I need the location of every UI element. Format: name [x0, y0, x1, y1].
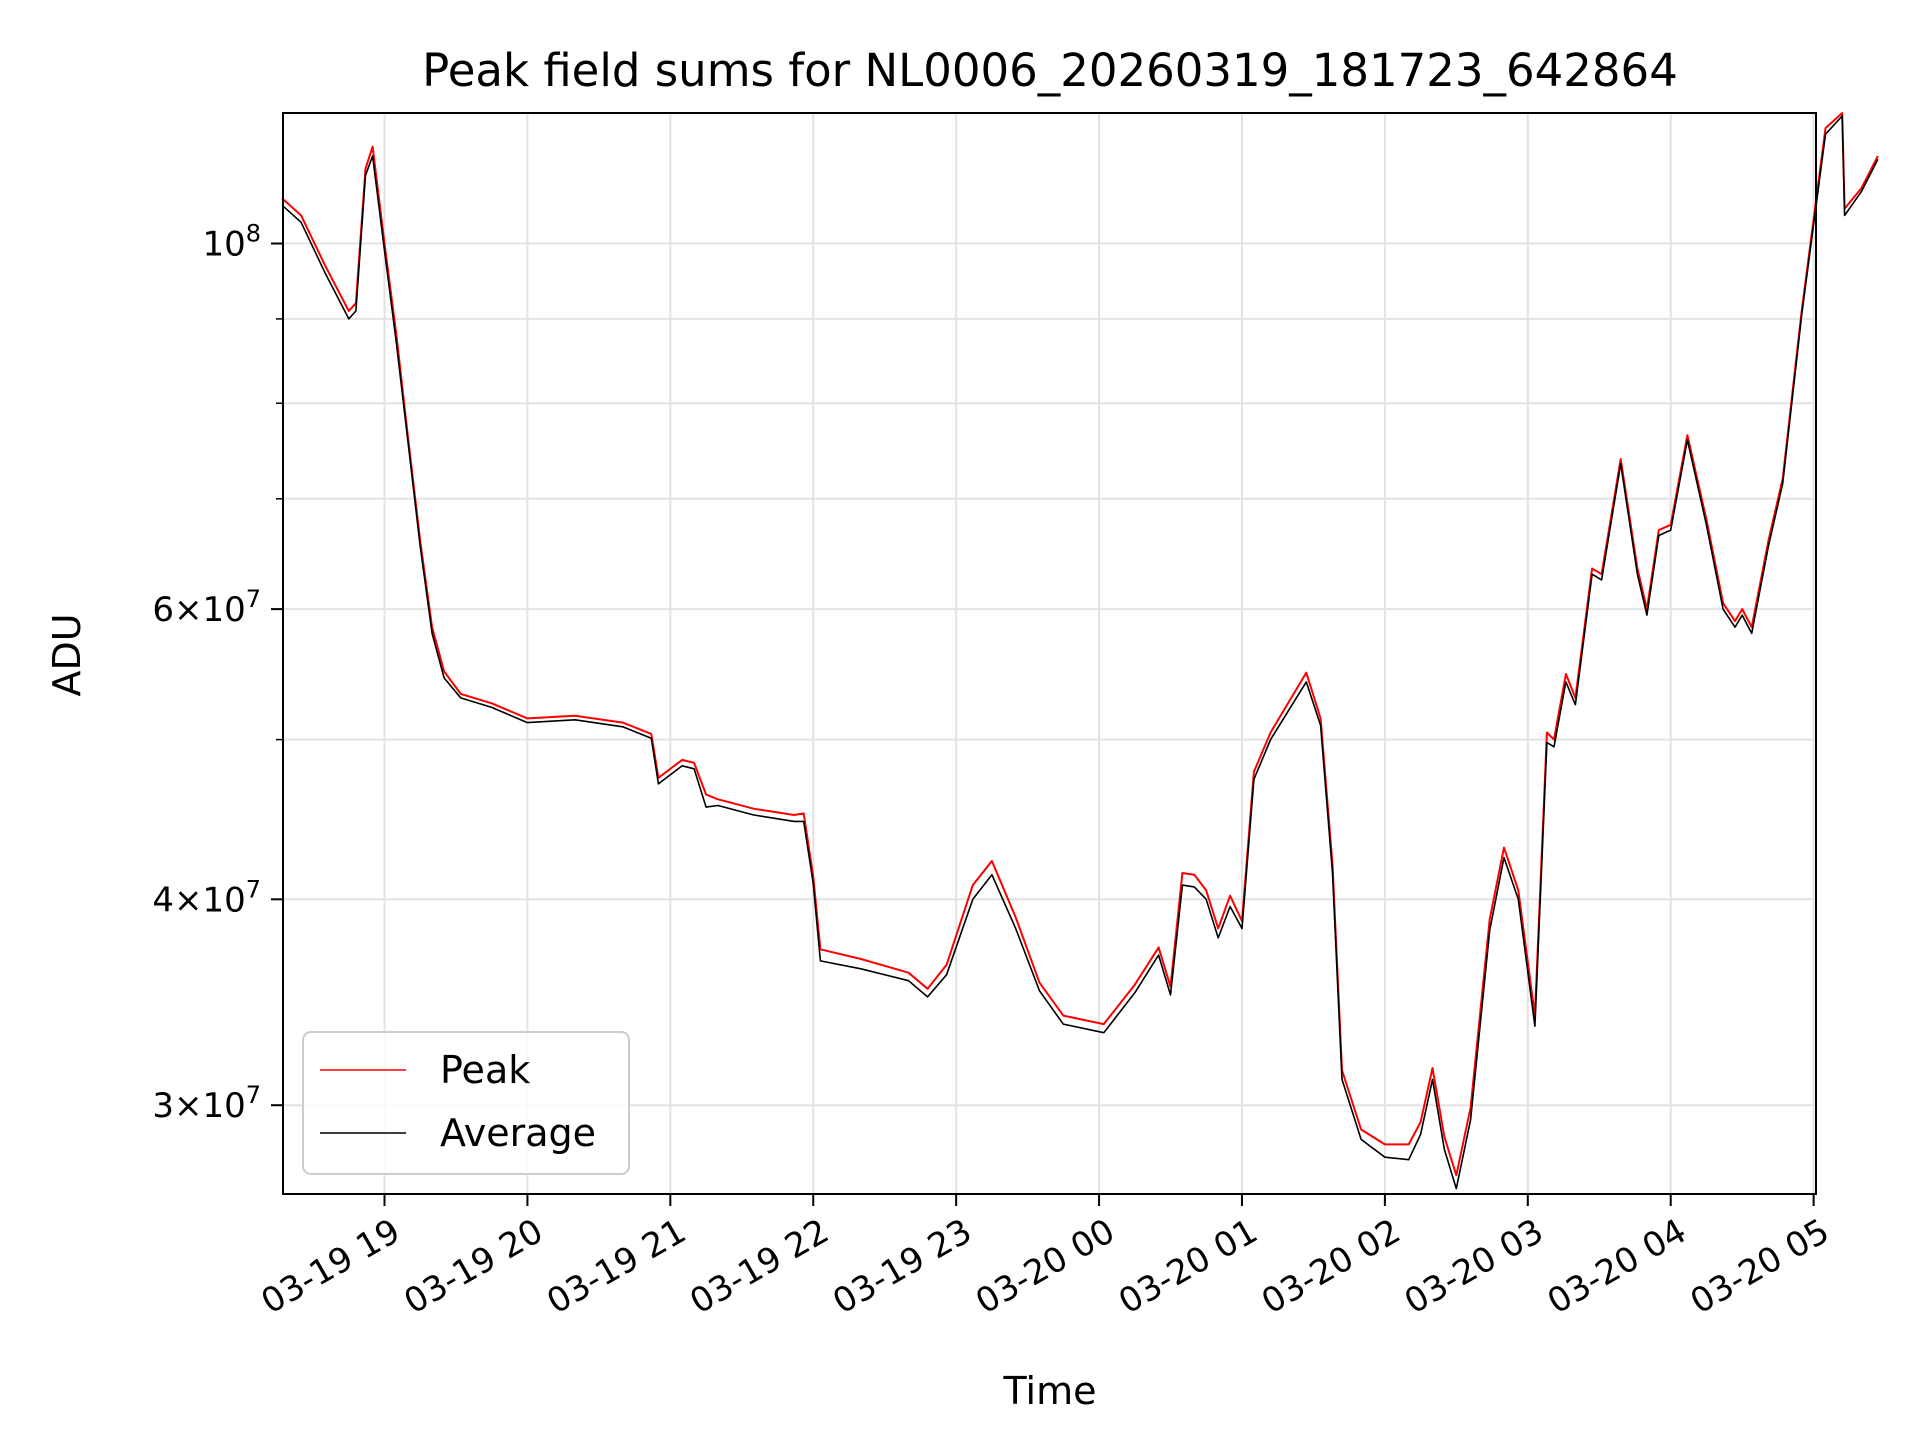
- legend-box: [302, 1031, 630, 1175]
- y-tick-label: 4×107: [152, 875, 261, 920]
- y-tick-label: 6×107: [152, 585, 261, 630]
- legend-label-peak: Peak: [440, 1048, 530, 1092]
- legend-label-average: Average: [440, 1111, 596, 1155]
- y-tick-label: 3×107: [152, 1081, 261, 1126]
- y-axis-label: ADU: [45, 613, 89, 696]
- chart-title: Peak field sums for NL0006_20260319_1817…: [422, 44, 1678, 97]
- y-tick-label: 108: [202, 219, 261, 264]
- legend: Peak Average: [302, 1031, 630, 1175]
- series-line-average: [281, 115, 1879, 1190]
- x-axis-label: Time: [1003, 1369, 1097, 1413]
- grid-layer: [283, 113, 1816, 1194]
- plot-frame: [282, 112, 1817, 1195]
- series-layer: [281, 112, 1879, 1190]
- series-line-peak: [281, 112, 1879, 1177]
